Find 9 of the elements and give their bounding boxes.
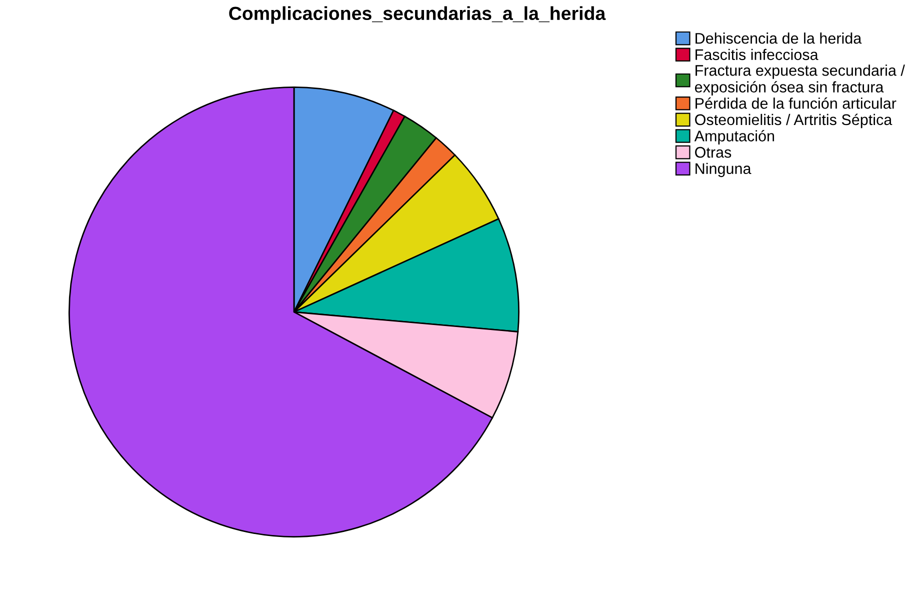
legend-label: Fractura expuesta secundaria / exposición ósea sin fractura [694, 64, 905, 96]
legend-label: Amputación [694, 130, 774, 144]
legend-label: Osteomielitis / Artritis Séptica [695, 114, 892, 128]
chart-title: Complicaciones_secundarias_a_la_herida [229, 6, 606, 24]
legend-label: Pérdida de la función articular [696, 97, 896, 109]
legend-label: Otras [695, 146, 732, 158]
legend-label: Fascitis infecciosa [696, 48, 818, 60]
legend-label: Ninguna [696, 162, 752, 178]
legend-label: Dehiscencia de la herida [696, 32, 862, 44]
